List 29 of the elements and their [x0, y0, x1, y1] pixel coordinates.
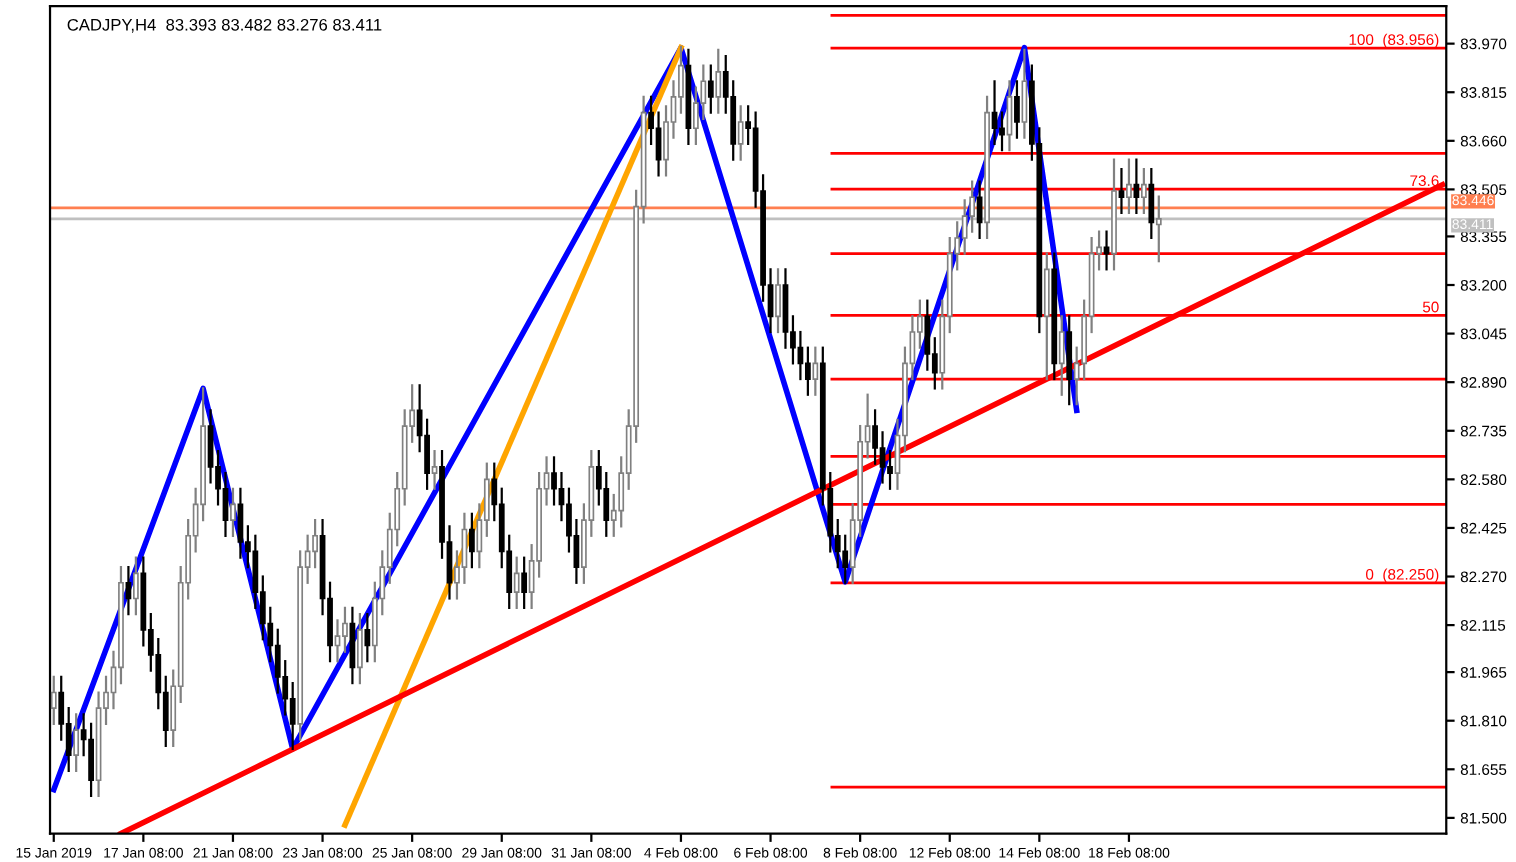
- candlestick: [775, 268, 781, 334]
- candlestick: [1126, 158, 1132, 215]
- candlestick: [1043, 252, 1050, 381]
- candlestick: [133, 556, 139, 616]
- candlestick: [812, 346, 819, 396]
- candlestick: [879, 431, 886, 484]
- candlestick: [230, 487, 236, 537]
- candlestick: [1118, 167, 1125, 215]
- candlestick: [356, 613, 363, 685]
- candlestick: [1148, 167, 1155, 240]
- candlestick: [1058, 315, 1065, 396]
- candlestick: [334, 619, 341, 663]
- candlestick: [50, 675, 57, 725]
- candlestick: [1140, 167, 1147, 215]
- candlestick: [715, 48, 722, 114]
- candlestick: [431, 450, 438, 490]
- candlestick: [707, 64, 714, 114]
- candlestick: [364, 613, 371, 663]
- text: CADJPY,H4 83.393 83.482 83.276 83.411: [67, 18, 382, 33]
- candlestick: [1066, 315, 1073, 406]
- candlestick: [1014, 80, 1020, 139]
- candlestick: [737, 105, 744, 161]
- candlestick: [513, 556, 520, 609]
- candlestick: [1155, 195, 1162, 263]
- candlestick: [924, 299, 931, 371]
- candlestick: [521, 556, 528, 609]
- candlestick: [73, 713, 80, 772]
- candlestick: [468, 512, 475, 569]
- candlestick: [289, 681, 296, 751]
